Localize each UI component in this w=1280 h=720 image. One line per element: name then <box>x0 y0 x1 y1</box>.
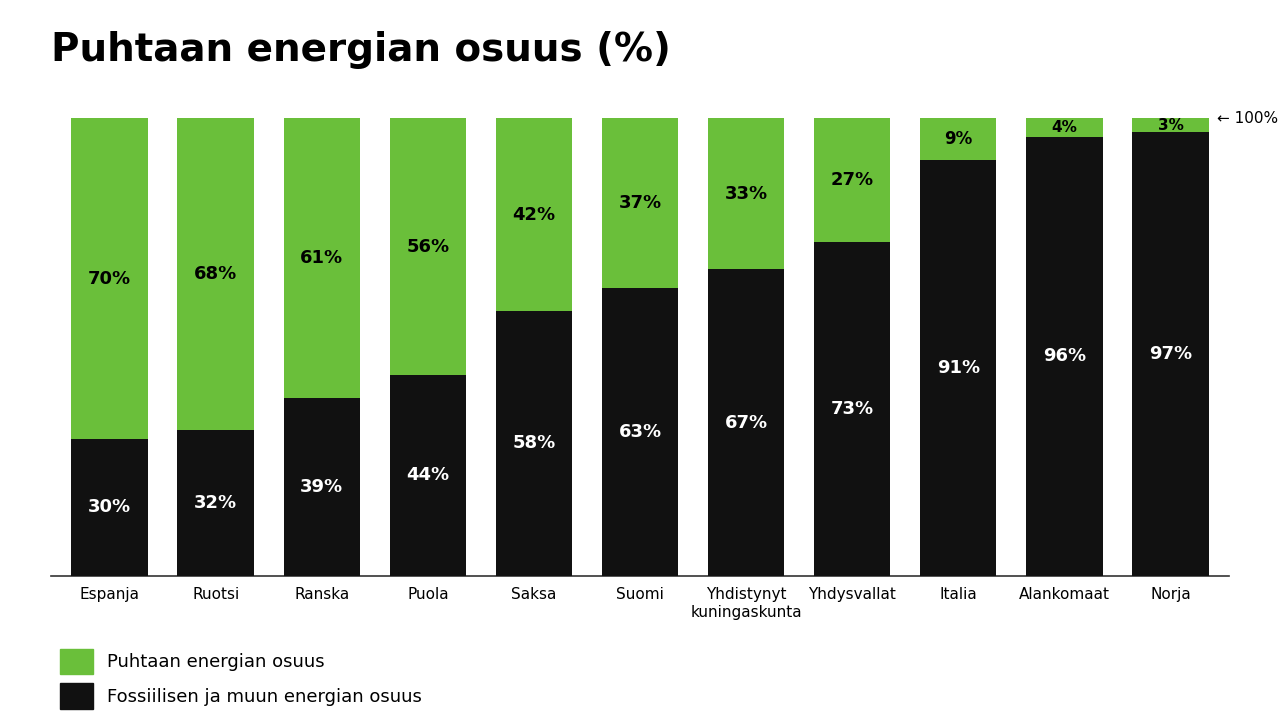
Text: 9%: 9% <box>945 130 973 148</box>
Text: 37%: 37% <box>618 194 662 212</box>
Bar <box>708 269 785 576</box>
Text: 4%: 4% <box>1051 120 1078 135</box>
Text: ← 100%: ← 100% <box>1217 111 1279 126</box>
Legend: Puhtaan energian osuus, Fossiilisen ja muun energian osuus: Puhtaan energian osuus, Fossiilisen ja m… <box>60 649 422 708</box>
Bar <box>284 118 360 397</box>
Bar <box>1133 132 1208 576</box>
Bar <box>602 288 678 576</box>
Bar <box>72 118 147 438</box>
Text: 32%: 32% <box>195 494 237 512</box>
Bar <box>72 438 147 576</box>
Bar <box>814 242 891 576</box>
Text: 91%: 91% <box>937 359 979 377</box>
Text: 39%: 39% <box>301 478 343 496</box>
Bar <box>178 430 253 576</box>
Bar <box>389 118 466 374</box>
Text: Puhtaan energian osuus (%): Puhtaan energian osuus (%) <box>51 32 671 69</box>
Text: 58%: 58% <box>512 434 556 452</box>
Text: 73%: 73% <box>831 400 874 418</box>
Text: 97%: 97% <box>1149 345 1192 363</box>
Text: 67%: 67% <box>724 414 768 432</box>
Bar <box>495 310 572 576</box>
Text: 96%: 96% <box>1043 347 1085 365</box>
Bar <box>1027 137 1102 576</box>
Bar <box>814 118 891 242</box>
Text: 63%: 63% <box>618 423 662 441</box>
Bar <box>708 118 785 269</box>
Bar <box>178 118 253 430</box>
Text: 61%: 61% <box>301 249 343 267</box>
Bar <box>284 397 360 576</box>
Text: 44%: 44% <box>406 467 449 485</box>
Text: 27%: 27% <box>831 171 874 189</box>
Text: 68%: 68% <box>195 265 237 283</box>
Bar <box>1027 118 1102 137</box>
Text: 33%: 33% <box>724 185 768 203</box>
Text: 3%: 3% <box>1157 118 1184 132</box>
Text: 42%: 42% <box>512 205 556 223</box>
Text: 30%: 30% <box>88 498 131 516</box>
Text: 56%: 56% <box>406 238 449 256</box>
Bar <box>389 374 466 576</box>
Bar <box>920 118 996 160</box>
Bar <box>920 160 996 576</box>
Bar <box>495 118 572 310</box>
Bar <box>1133 118 1208 132</box>
Text: 70%: 70% <box>88 269 131 287</box>
Bar <box>602 118 678 288</box>
